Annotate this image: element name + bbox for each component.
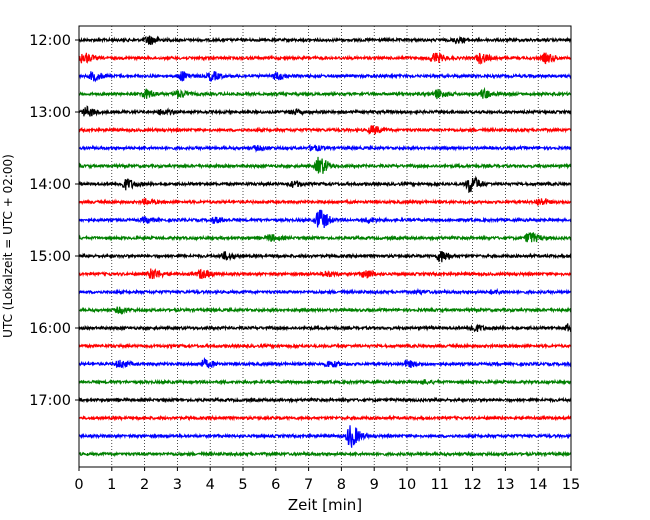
x-tick-label: 10 — [398, 477, 416, 493]
seismogram-trace-1600 — [78, 323, 572, 333]
seismogram-trace-1700 — [78, 396, 572, 404]
x-tick-label: 4 — [206, 477, 215, 493]
y-axis: 12:00 13:00 14:00 15:00 16:00 17:00 — [29, 33, 79, 409]
x-tick-label: 12 — [463, 477, 481, 493]
seismogram-trace-1200 — [78, 35, 572, 46]
seismogram-trace-1730 — [78, 425, 572, 448]
seismogram-trace-1500 — [78, 250, 572, 263]
seismogram-trace-1630 — [78, 357, 572, 369]
seismogram-trace-1230 — [78, 71, 572, 83]
x-axis-label: Zeit [min] — [288, 496, 362, 514]
x-tick-label: 3 — [173, 477, 182, 493]
y-tick-label: 14:00 — [29, 177, 71, 193]
x-tick-label: 7 — [304, 477, 313, 493]
seismogram-trace-1315 — [78, 125, 572, 136]
y-tick-label: 17:00 — [29, 393, 71, 409]
seismogram-trace-1530 — [78, 287, 572, 296]
plot-frame — [78, 25, 572, 468]
x-tick-label: 11 — [431, 477, 449, 493]
x-tick-label: 0 — [74, 477, 83, 493]
x-tick-label: 15 — [562, 477, 580, 493]
x-axis: 0 1 2 3 4 5 6 7 8 9 10 11 12 13 14 15 — [74, 467, 580, 493]
seismogram-trace-1245 — [78, 86, 572, 100]
y-axis-label: UTC (Lokalzeit = UTC + 02:00) — [1, 154, 15, 338]
seismogram-trace-1430 — [78, 209, 572, 229]
seismogram-trace-1300 — [78, 105, 572, 117]
x-tick-label: 5 — [238, 477, 247, 493]
seismogram-trace-1745 — [78, 450, 572, 458]
x-tick-label: 13 — [496, 477, 514, 493]
y-tick-label: 15:00 — [29, 249, 71, 265]
y-tick-label: 16:00 — [29, 321, 71, 337]
seismogram-trace-1415 — [78, 197, 572, 207]
x-tick-label: 8 — [337, 477, 346, 493]
x-tick-label: 1 — [107, 477, 116, 493]
seismogram-trace-1215 — [78, 51, 572, 65]
seismogram-trace-1445 — [78, 232, 572, 243]
y-tick-label: 13:00 — [29, 105, 71, 121]
x-tick-label: 2 — [140, 477, 149, 493]
seismogram-trace-1330 — [78, 143, 572, 153]
x-tick-label: 14 — [529, 477, 547, 493]
seismogram-trace-1345 — [78, 156, 572, 174]
seismogram-trace-1515 — [78, 268, 572, 280]
seismogram-trace-1645 — [78, 378, 572, 386]
x-tick-label: 6 — [271, 477, 280, 493]
seismogram-trace-1615 — [78, 342, 572, 350]
seismogram-trace-1400 — [78, 175, 572, 194]
x-tick-label: 9 — [370, 477, 379, 493]
seismogram-trace-1715 — [78, 414, 572, 422]
plot-area — [78, 25, 572, 468]
seismogram-traces — [78, 35, 572, 458]
y-tick-label: 12:00 — [29, 33, 71, 49]
seismogram-trace-1545 — [78, 306, 572, 315]
